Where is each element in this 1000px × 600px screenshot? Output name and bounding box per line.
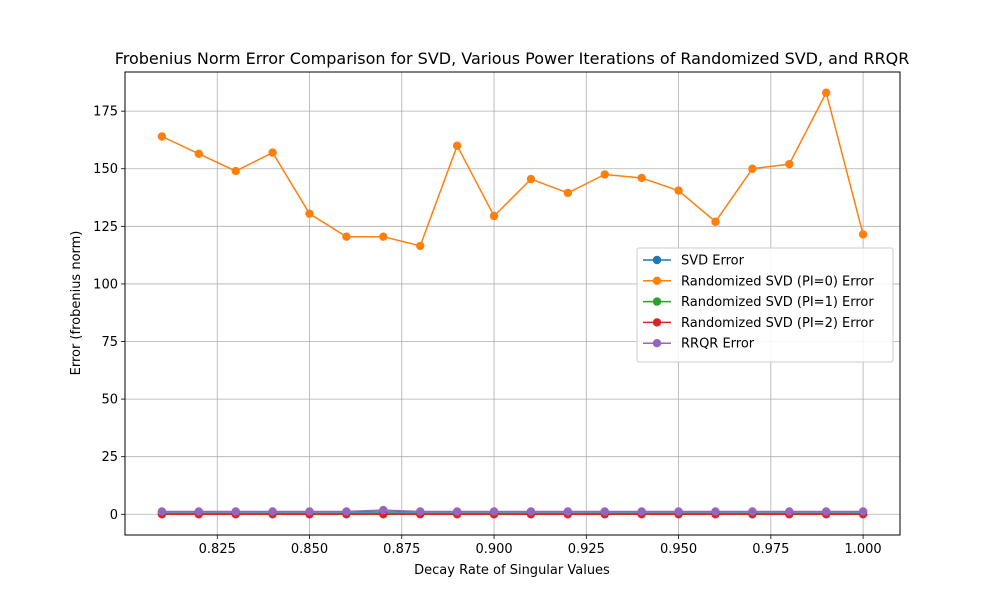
data-point	[489, 211, 499, 221]
x-tick-label: 0.875	[383, 542, 420, 557]
data-point	[858, 230, 868, 239]
legend-entry: SVD Error	[643, 254, 745, 269]
y-tick-label: 75	[101, 335, 118, 350]
data-point	[526, 174, 536, 184]
series-2	[157, 88, 868, 251]
x-tick-label: 0.900	[475, 542, 512, 557]
data-point	[452, 141, 462, 150]
data-point	[416, 507, 425, 516]
data-point	[563, 507, 573, 516]
series-5	[157, 505, 868, 516]
data-point	[637, 507, 646, 516]
x-tick-label: 0.825	[199, 542, 236, 557]
data-point	[711, 217, 720, 226]
data-point	[379, 505, 388, 515]
y-tick-label: 175	[93, 105, 118, 120]
series-layer	[157, 88, 868, 519]
legend-marker	[652, 276, 662, 285]
data-point	[858, 507, 868, 516]
legend-box	[636, 247, 894, 363]
y-tick-label: 150	[93, 162, 118, 177]
data-point	[821, 507, 831, 516]
data-point	[748, 507, 757, 516]
data-point	[674, 507, 683, 516]
legend-label: Randomized SVD (PI=2) Error	[681, 316, 874, 331]
legend-entry: Randomized SVD (PI=1) Error	[643, 295, 874, 310]
legend-label: RRQR Error	[681, 337, 755, 352]
data-point	[194, 507, 204, 516]
y-axis-ticks: 0 25 50 75 100 125 150 175	[93, 105, 125, 523]
data-point	[526, 507, 536, 516]
data-point	[600, 170, 609, 179]
data-point	[674, 186, 683, 195]
y-tick-label: 0	[110, 508, 118, 523]
legend: SVD Error Randomized SVD (PI=0) Error Rand…	[636, 247, 894, 363]
chart-title: Frobenius Norm Error Comparison for SVD,…	[115, 49, 910, 68]
y-tick-label: 100	[93, 277, 118, 292]
y-axis-label: Error (frobenius norm)	[69, 231, 84, 376]
data-point	[268, 148, 277, 157]
series-line	[161, 509, 864, 513]
x-axis-label: Decay Rate of Singular Values	[414, 563, 610, 578]
data-point	[305, 507, 314, 516]
legend-label: Randomized SVD (PI=0) Error	[681, 274, 874, 289]
data-point	[342, 232, 351, 241]
data-point	[821, 88, 831, 97]
legend-entry: RRQR Error	[643, 337, 755, 352]
data-point	[785, 159, 794, 169]
data-point	[600, 507, 609, 516]
legend-entry: Randomized SVD (PI=0) Error	[643, 274, 874, 289]
legend-marker	[652, 255, 662, 265]
legend-marker	[652, 318, 662, 327]
legend-label: SVD Error	[681, 254, 745, 269]
x-tick-label: 0.925	[568, 542, 605, 557]
data-point	[637, 173, 646, 183]
legend-label: Randomized SVD (PI=1) Error	[681, 295, 874, 310]
y-tick-label: 25	[101, 450, 118, 465]
data-point	[231, 507, 240, 516]
x-tick-label: 0.850	[291, 542, 328, 557]
legend-entry: Randomized SVD (PI=2) Error	[643, 316, 874, 331]
data-point	[748, 164, 757, 173]
plot-frame	[124, 71, 901, 536]
data-point	[785, 507, 794, 516]
data-point	[157, 507, 167, 516]
y-tick-label: 125	[93, 220, 118, 235]
data-point	[305, 209, 314, 218]
data-point	[194, 149, 204, 158]
legend-marker	[652, 339, 662, 348]
data-point	[452, 507, 462, 516]
data-point	[489, 507, 499, 516]
data-point	[563, 188, 573, 198]
data-point	[711, 507, 720, 516]
data-point	[157, 132, 167, 141]
x-tick-label: 1.000	[844, 542, 881, 557]
data-point	[268, 507, 277, 516]
x-axis-ticks: 0.825 0.850 0.875 0.900 0.925 0.950 0.975 1.000	[199, 535, 882, 557]
data-point	[379, 232, 388, 241]
x-tick-label: 0.975	[752, 542, 789, 557]
y-tick-label: 50	[101, 393, 118, 408]
data-point	[342, 507, 351, 516]
series-line	[161, 90, 864, 247]
data-point	[416, 241, 425, 251]
x-tick-label: 0.950	[660, 542, 697, 557]
data-point	[231, 166, 240, 176]
legend-marker	[652, 297, 662, 306]
